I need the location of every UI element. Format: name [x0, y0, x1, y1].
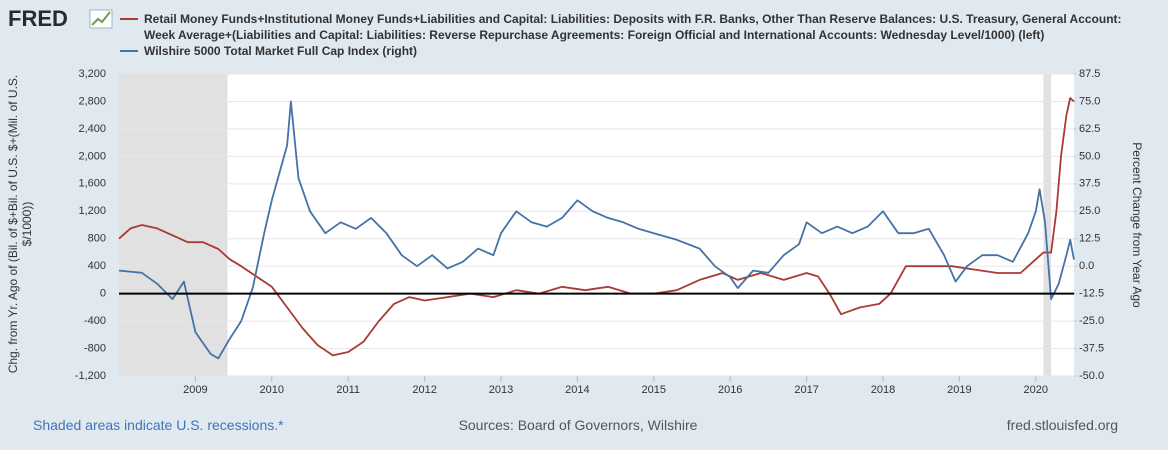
y2-tick-label: 62.5 [1079, 123, 1100, 135]
series-line [118, 97, 1075, 357]
x-tick-label: 2013 [489, 384, 513, 396]
y-tick-label: 800 [88, 233, 106, 245]
y-tick-label: -400 [84, 315, 106, 327]
site: fred.stlouisfed.org [1006, 417, 1118, 433]
y-tick-label: -1,200 [75, 370, 106, 382]
y-tick-label: 3,200 [78, 68, 106, 80]
series-line [118, 100, 1075, 360]
y2-tick-label: 37.5 [1079, 178, 1100, 190]
y-tick-label: 2,800 [78, 95, 106, 107]
x-tick-label: 2014 [565, 384, 589, 396]
legend-label: Wilshire 5000 Total Market Full Cap Inde… [144, 44, 418, 58]
x-tick-label: 2015 [642, 384, 666, 396]
legend-item: Wilshire 5000 Total Market Full Cap Inde… [120, 43, 1134, 59]
y2-tick-label: 75.0 [1079, 95, 1100, 107]
x-tick-label: 2011 [336, 384, 360, 396]
y2-tick-label: 0.0 [1079, 260, 1094, 272]
x-tick-label: 2019 [947, 384, 971, 396]
x-tick-label: 2016 [718, 384, 742, 396]
x-tick-label: 2010 [260, 384, 284, 396]
recession-band [119, 74, 228, 376]
y-tick-label: 0 [100, 288, 106, 300]
recession-band [1043, 74, 1052, 376]
y-tick-label: 2,000 [78, 150, 106, 162]
x-tick-label: 2009 [183, 384, 207, 396]
y-tick-label: -800 [84, 342, 106, 354]
y-tick-label: 2,400 [78, 123, 106, 135]
plot-area [119, 74, 1074, 376]
y2-tick-label: 25.0 [1079, 205, 1100, 217]
legend-item: Retail Money Funds+Institutional Money F… [120, 11, 1134, 43]
x-tick-label: 2020 [1024, 384, 1048, 396]
source: Sources: Board of Governors, Wilshire [458, 417, 698, 433]
logo-icon [89, 9, 113, 29]
y2-tick-label: -50.0 [1079, 370, 1104, 382]
y2-tick-label: 12.5 [1079, 233, 1100, 245]
recession-note: Shaded areas indicate U.S. recessions.* [33, 417, 284, 433]
legend-swatch [120, 18, 138, 20]
x-tick-label: 2012 [412, 384, 436, 396]
y2-tick-label: -25.0 [1079, 315, 1104, 327]
y-tick-label: 1,200 [78, 205, 106, 217]
y2-tick-label: 87.5 [1079, 68, 1100, 80]
x-tick-label: 2017 [794, 384, 818, 396]
y-axis-label: Chg. from Yr. Ago of (Bil. of $+Bil. of … [6, 74, 34, 374]
logo: FRED [8, 6, 68, 31]
x-tick-label: 2018 [871, 384, 895, 396]
legend-swatch [120, 50, 138, 52]
y2-tick-label: 50.0 [1079, 150, 1100, 162]
y2-axis-label: Percent Change from Year Ago [1130, 142, 1144, 308]
y2-tick-label: -12.5 [1079, 288, 1104, 300]
y-tick-label: 1,600 [78, 178, 106, 190]
y2-tick-label: -37.5 [1079, 342, 1104, 354]
legend-label: Retail Money Funds+Institutional Money F… [144, 12, 1122, 42]
y-tick-label: 400 [88, 260, 106, 272]
